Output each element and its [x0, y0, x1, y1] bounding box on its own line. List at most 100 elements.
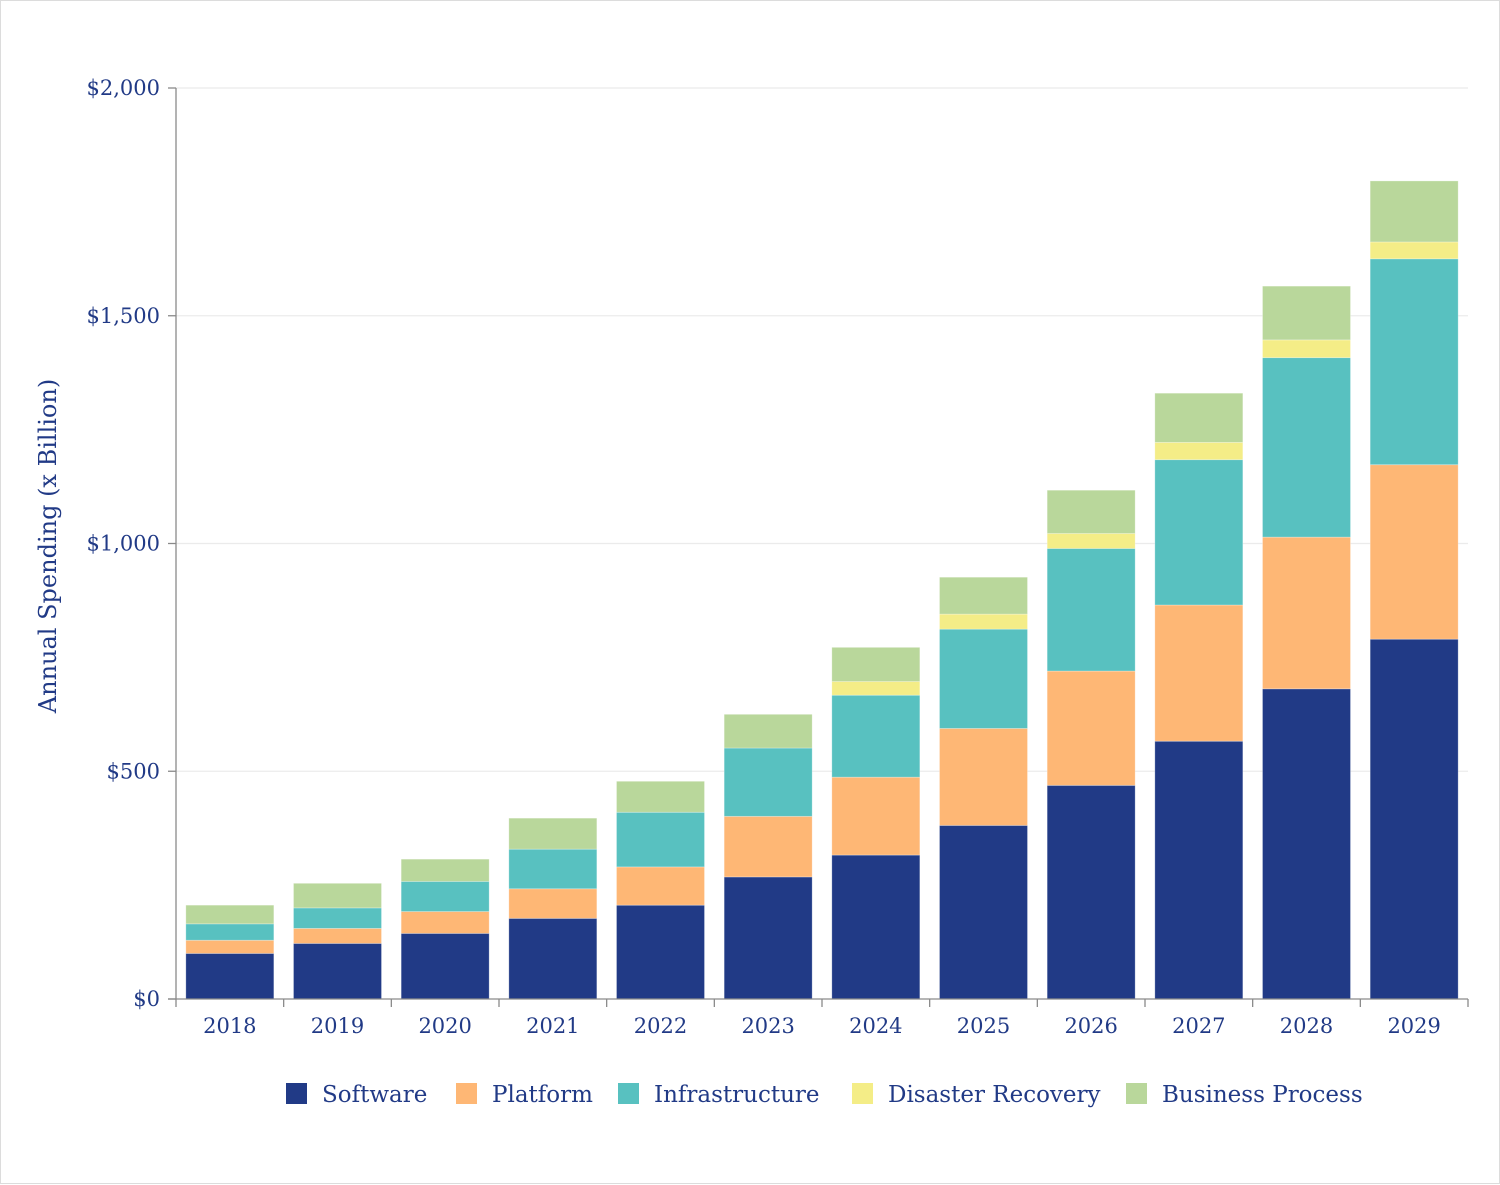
- bar-segment-disaster-recovery: [1046, 533, 1136, 549]
- bar-segment-business-process: [723, 713, 813, 749]
- bar-segment-infrastructure: [508, 848, 598, 890]
- x-tick-label: 2022: [634, 1014, 687, 1038]
- bar-segment-software: [616, 904, 705, 1000]
- bar-segment-infrastructure: [185, 923, 275, 941]
- x-tick-label: 2028: [1280, 1014, 1333, 1038]
- y-tick-label: $1,000: [87, 532, 160, 556]
- bar-segment-disaster-recovery: [1154, 441, 1244, 461]
- bar-stack: [723, 713, 813, 1000]
- bar-segment-infrastructure: [616, 811, 705, 868]
- bar-stack: [1369, 180, 1459, 1000]
- bar-segment-disaster-recovery: [831, 681, 921, 696]
- bar-segment-infrastructure: [723, 747, 813, 817]
- y-axis-title: Annual Spending (x Billion): [34, 379, 62, 714]
- legend: Software Platform Infrastructure Disaster R…: [286, 1082, 1363, 1108]
- y-tick-label: $1,500: [87, 304, 160, 328]
- bar-segment-software: [1262, 688, 1351, 1000]
- bar-segment-business-process: [1369, 180, 1459, 243]
- bar-segment-infrastructure: [293, 907, 382, 929]
- bar-segment-business-process: [508, 817, 598, 850]
- legend-label: Platform: [492, 1082, 593, 1108]
- bar-segment-platform: [185, 939, 275, 954]
- x-tick-label: 2021: [526, 1014, 579, 1038]
- bar-segment-platform: [1046, 670, 1136, 786]
- grid-lines: [176, 87, 1468, 772]
- bar-stack: [400, 858, 490, 1000]
- legend-item: Infrastructure: [618, 1082, 820, 1108]
- bar-segment-infrastructure: [1369, 258, 1459, 466]
- bar-segment-software: [400, 933, 490, 1000]
- x-tick-label: 2024: [849, 1014, 902, 1038]
- bar-segment-infrastructure: [1154, 459, 1244, 606]
- bar-segment-software: [831, 854, 921, 1000]
- bar-segment-business-process: [1046, 489, 1136, 534]
- bar-segment-software: [1046, 784, 1136, 1000]
- bar-segment-software: [293, 943, 382, 1000]
- bar-segment-infrastructure: [1262, 357, 1351, 538]
- bar-stack: [293, 882, 382, 1000]
- bar-segment-platform: [939, 728, 1028, 826]
- bar-segment-infrastructure: [831, 694, 921, 778]
- bar-segment-disaster-recovery: [1369, 241, 1459, 260]
- x-tick-label: 2027: [1172, 1014, 1225, 1038]
- bar-segment-business-process: [831, 646, 921, 682]
- bar-segment-infrastructure: [939, 628, 1028, 729]
- y-tick-label: $500: [107, 759, 160, 783]
- bar-segment-software: [508, 917, 598, 1000]
- bar-stack: [508, 817, 598, 1000]
- y-axis-ticks: $0 $500 $1,000 $1,500 $2,000: [87, 76, 176, 1011]
- bars: [185, 180, 1459, 1000]
- bar-segment-platform: [293, 927, 382, 944]
- bar-segment-business-process: [1154, 392, 1244, 443]
- bar-segment-software: [1369, 638, 1459, 1000]
- legend-label: Software: [322, 1082, 427, 1108]
- x-tick-label: 2020: [418, 1014, 471, 1038]
- x-tick-label: 2019: [311, 1014, 364, 1038]
- legend-label: Business Process: [1162, 1082, 1363, 1108]
- bar-segment-platform: [1154, 604, 1244, 742]
- bar-segment-platform: [831, 776, 921, 856]
- bar-stack: [939, 576, 1028, 1000]
- x-tick-label: 2023: [741, 1014, 794, 1038]
- bar-segment-platform: [400, 911, 490, 934]
- legend-swatch: [852, 1083, 873, 1104]
- bar-stack: [185, 904, 275, 1000]
- bar-segment-infrastructure: [400, 881, 490, 912]
- bar-segment-platform: [508, 888, 598, 919]
- bar-segment-business-process: [1262, 285, 1351, 341]
- legend-swatch: [1126, 1083, 1147, 1104]
- legend-item: Disaster Recovery: [852, 1082, 1101, 1108]
- bar-segment-platform: [1262, 536, 1351, 690]
- bar-segment-platform: [616, 866, 705, 906]
- bar-segment-platform: [723, 815, 813, 878]
- x-tick-label: 2018: [203, 1014, 256, 1038]
- legend-label: Infrastructure: [654, 1082, 820, 1108]
- bar-segment-software: [939, 825, 1028, 1000]
- bar-segment-business-process: [293, 882, 382, 909]
- x-tick-label: 2026: [1064, 1014, 1117, 1038]
- legend-item: Software: [286, 1082, 427, 1108]
- bar-segment-disaster-recovery: [939, 613, 1028, 630]
- y-tick-label: $0: [133, 987, 160, 1011]
- bar-segment-business-process: [185, 904, 275, 925]
- bar-stack: [1154, 392, 1244, 1000]
- bar-segment-software: [1154, 740, 1244, 1000]
- bar-segment-business-process: [939, 576, 1028, 615]
- legend-item: Business Process: [1126, 1082, 1363, 1108]
- bar-segment-business-process: [616, 780, 705, 813]
- bar-segment-software: [185, 953, 275, 1000]
- bar-segment-platform: [1369, 464, 1459, 640]
- legend-swatch: [618, 1083, 639, 1104]
- bar-stack: [1262, 285, 1351, 1000]
- bar-stack: [1046, 489, 1136, 1000]
- bar-segment-software: [723, 876, 813, 1000]
- x-axis-ticks: 2018 2019 2020 2021 2022 2023 2024 2025 2026 2027…: [175, 999, 1469, 1038]
- bar-segment-business-process: [400, 858, 490, 882]
- bar-segment-disaster-recovery: [1262, 339, 1351, 359]
- x-tick-label: 2029: [1387, 1014, 1440, 1038]
- y-tick-label: $2,000: [87, 76, 160, 100]
- x-tick-label: 2025: [957, 1014, 1010, 1038]
- bar-stack: [616, 780, 705, 1000]
